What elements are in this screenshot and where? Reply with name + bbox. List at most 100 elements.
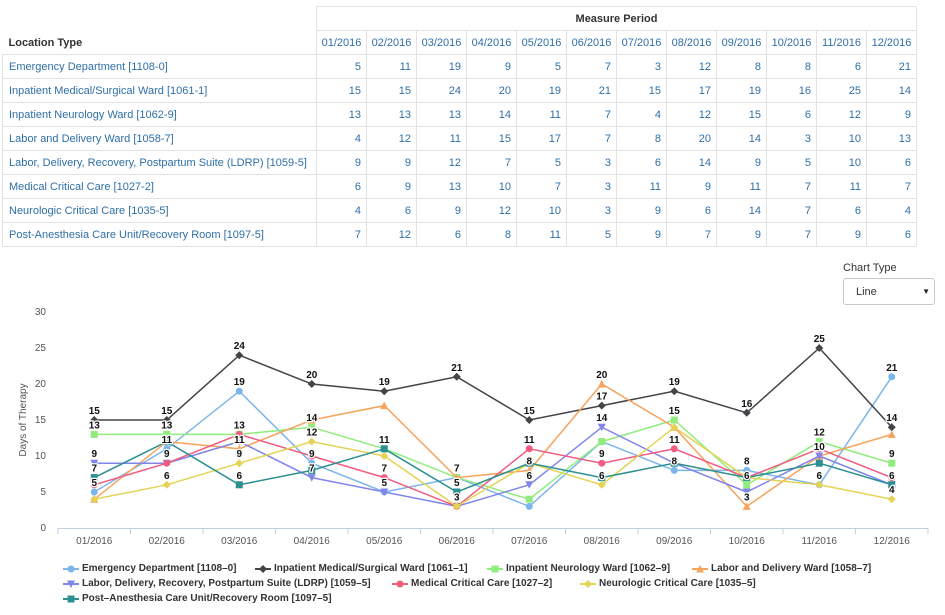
value-cell[interactable]: 15 xyxy=(366,78,417,103)
value-cell[interactable]: 5 xyxy=(566,222,617,247)
value-cell[interactable]: 6 xyxy=(866,150,917,175)
month-header[interactable]: 03/2016 xyxy=(416,30,467,55)
value-cell[interactable]: 13 xyxy=(416,102,467,127)
value-cell[interactable]: 19 xyxy=(416,54,467,79)
value-cell[interactable]: 3 xyxy=(566,150,617,175)
value-cell[interactable]: 21 xyxy=(566,78,617,103)
legend-item[interactable]: Inpatient Neurology Ward [1062–9] xyxy=(487,563,670,574)
value-cell[interactable]: 13 xyxy=(866,126,917,151)
value-cell[interactable]: 13 xyxy=(416,174,467,199)
value-cell[interactable]: 12 xyxy=(666,54,717,79)
value-cell[interactable]: 7 xyxy=(566,54,617,79)
value-cell[interactable]: 12 xyxy=(366,222,417,247)
value-cell[interactable]: 6 xyxy=(816,198,867,223)
value-cell[interactable]: 9 xyxy=(366,150,417,175)
value-cell[interactable]: 17 xyxy=(666,78,717,103)
value-cell[interactable]: 3 xyxy=(766,126,817,151)
value-cell[interactable]: 25 xyxy=(816,78,867,103)
value-cell[interactable]: 15 xyxy=(466,126,517,151)
location-cell[interactable]: Labor and Delivery Ward [1058-7] xyxy=(2,126,317,151)
legend-item[interactable]: Post–Anesthesia Care Unit/Recovery Room … xyxy=(63,593,332,604)
value-cell[interactable]: 19 xyxy=(716,78,767,103)
legend-item[interactable]: Inpatient Medical/Surgical Ward [1061–1] xyxy=(255,563,468,574)
value-cell[interactable]: 12 xyxy=(816,102,867,127)
value-cell[interactable]: 8 xyxy=(716,54,767,79)
value-cell[interactable]: 4 xyxy=(316,126,367,151)
month-header[interactable]: 08/2016 xyxy=(666,30,717,55)
value-cell[interactable]: 4 xyxy=(616,102,667,127)
month-header[interactable]: 02/2016 xyxy=(366,30,417,55)
value-cell[interactable]: 9 xyxy=(716,150,767,175)
value-cell[interactable]: 14 xyxy=(716,126,767,151)
value-cell[interactable]: 9 xyxy=(716,222,767,247)
location-cell[interactable]: Labor, Delivery, Recovery, Postpartum Su… xyxy=(2,150,317,175)
value-cell[interactable]: 3 xyxy=(616,54,667,79)
value-cell[interactable]: 10 xyxy=(816,150,867,175)
value-cell[interactable]: 6 xyxy=(366,198,417,223)
value-cell[interactable]: 6 xyxy=(316,174,367,199)
value-cell[interactable]: 11 xyxy=(516,222,567,247)
legend-item[interactable]: Labor, Delivery, Recovery, Postpartum Su… xyxy=(63,578,371,589)
value-cell[interactable]: 9 xyxy=(416,198,467,223)
location-cell[interactable]: Inpatient Medical/Surgical Ward [1061-1] xyxy=(2,78,317,103)
value-cell[interactable]: 5 xyxy=(516,150,567,175)
value-cell[interactable]: 7 xyxy=(766,198,817,223)
month-header[interactable]: 06/2016 xyxy=(566,30,617,55)
location-cell[interactable]: Inpatient Neurology Ward [1062-9] xyxy=(2,102,317,127)
value-cell[interactable]: 5 xyxy=(766,150,817,175)
value-cell[interactable]: 9 xyxy=(616,198,667,223)
value-cell[interactable]: 9 xyxy=(316,150,367,175)
value-cell[interactable]: 10 xyxy=(816,126,867,151)
value-cell[interactable]: 9 xyxy=(616,222,667,247)
value-cell[interactable]: 6 xyxy=(616,150,667,175)
location-cell[interactable]: Neurologic Critical Care [1035-5] xyxy=(2,198,317,223)
month-header[interactable]: 09/2016 xyxy=(716,30,767,55)
legend-item[interactable]: Medical Critical Care [1027–2] xyxy=(392,578,552,589)
legend-item[interactable]: Emergency Department [1108–0] xyxy=(63,563,237,574)
value-cell[interactable]: 3 xyxy=(566,174,617,199)
month-header[interactable]: 01/2016 xyxy=(316,30,367,55)
value-cell[interactable]: 7 xyxy=(566,126,617,151)
value-cell[interactable]: 14 xyxy=(866,78,917,103)
value-cell[interactable]: 14 xyxy=(716,198,767,223)
value-cell[interactable]: 10 xyxy=(516,198,567,223)
value-cell[interactable]: 20 xyxy=(666,126,717,151)
value-cell[interactable]: 12 xyxy=(666,102,717,127)
month-header[interactable]: 10/2016 xyxy=(766,30,817,55)
value-cell[interactable]: 11 xyxy=(816,174,867,199)
value-cell[interactable]: 13 xyxy=(316,102,367,127)
value-cell[interactable]: 7 xyxy=(766,222,817,247)
value-cell[interactable]: 7 xyxy=(566,102,617,127)
location-cell[interactable]: Emergency Department [1108-0] xyxy=(2,54,317,79)
chart-type-select[interactable]: Line ▼ xyxy=(843,278,935,305)
value-cell[interactable]: 5 xyxy=(516,54,567,79)
value-cell[interactable]: 11 xyxy=(366,54,417,79)
month-header[interactable]: 07/2016 xyxy=(616,30,667,55)
value-cell[interactable]: 10 xyxy=(466,174,517,199)
location-cell[interactable]: Post-Anesthesia Care Unit/Recovery Room … xyxy=(2,222,317,247)
value-cell[interactable]: 12 xyxy=(366,126,417,151)
value-cell[interactable]: 6 xyxy=(816,54,867,79)
value-cell[interactable]: 17 xyxy=(516,126,567,151)
month-header[interactable]: 11/2016 xyxy=(816,30,867,55)
value-cell[interactable]: 4 xyxy=(316,198,367,223)
value-cell[interactable]: 13 xyxy=(366,102,417,127)
value-cell[interactable]: 9 xyxy=(366,174,417,199)
legend-item[interactable]: Neurologic Critical Care [1035–5] xyxy=(580,578,756,589)
value-cell[interactable]: 8 xyxy=(766,54,817,79)
month-header[interactable]: 05/2016 xyxy=(516,30,567,55)
value-cell[interactable]: 7 xyxy=(766,174,817,199)
value-cell[interactable]: 12 xyxy=(416,150,467,175)
value-cell[interactable]: 11 xyxy=(416,126,467,151)
value-cell[interactable]: 4 xyxy=(866,198,917,223)
value-cell[interactable]: 11 xyxy=(716,174,767,199)
value-cell[interactable]: 12 xyxy=(466,198,517,223)
value-cell[interactable]: 20 xyxy=(466,78,517,103)
value-cell[interactable]: 19 xyxy=(516,78,567,103)
value-cell[interactable]: 6 xyxy=(866,222,917,247)
value-cell[interactable]: 8 xyxy=(466,222,517,247)
value-cell[interactable]: 6 xyxy=(766,102,817,127)
month-header[interactable]: 04/2016 xyxy=(466,30,517,55)
value-cell[interactable]: 8 xyxy=(616,126,667,151)
value-cell[interactable]: 15 xyxy=(316,78,367,103)
